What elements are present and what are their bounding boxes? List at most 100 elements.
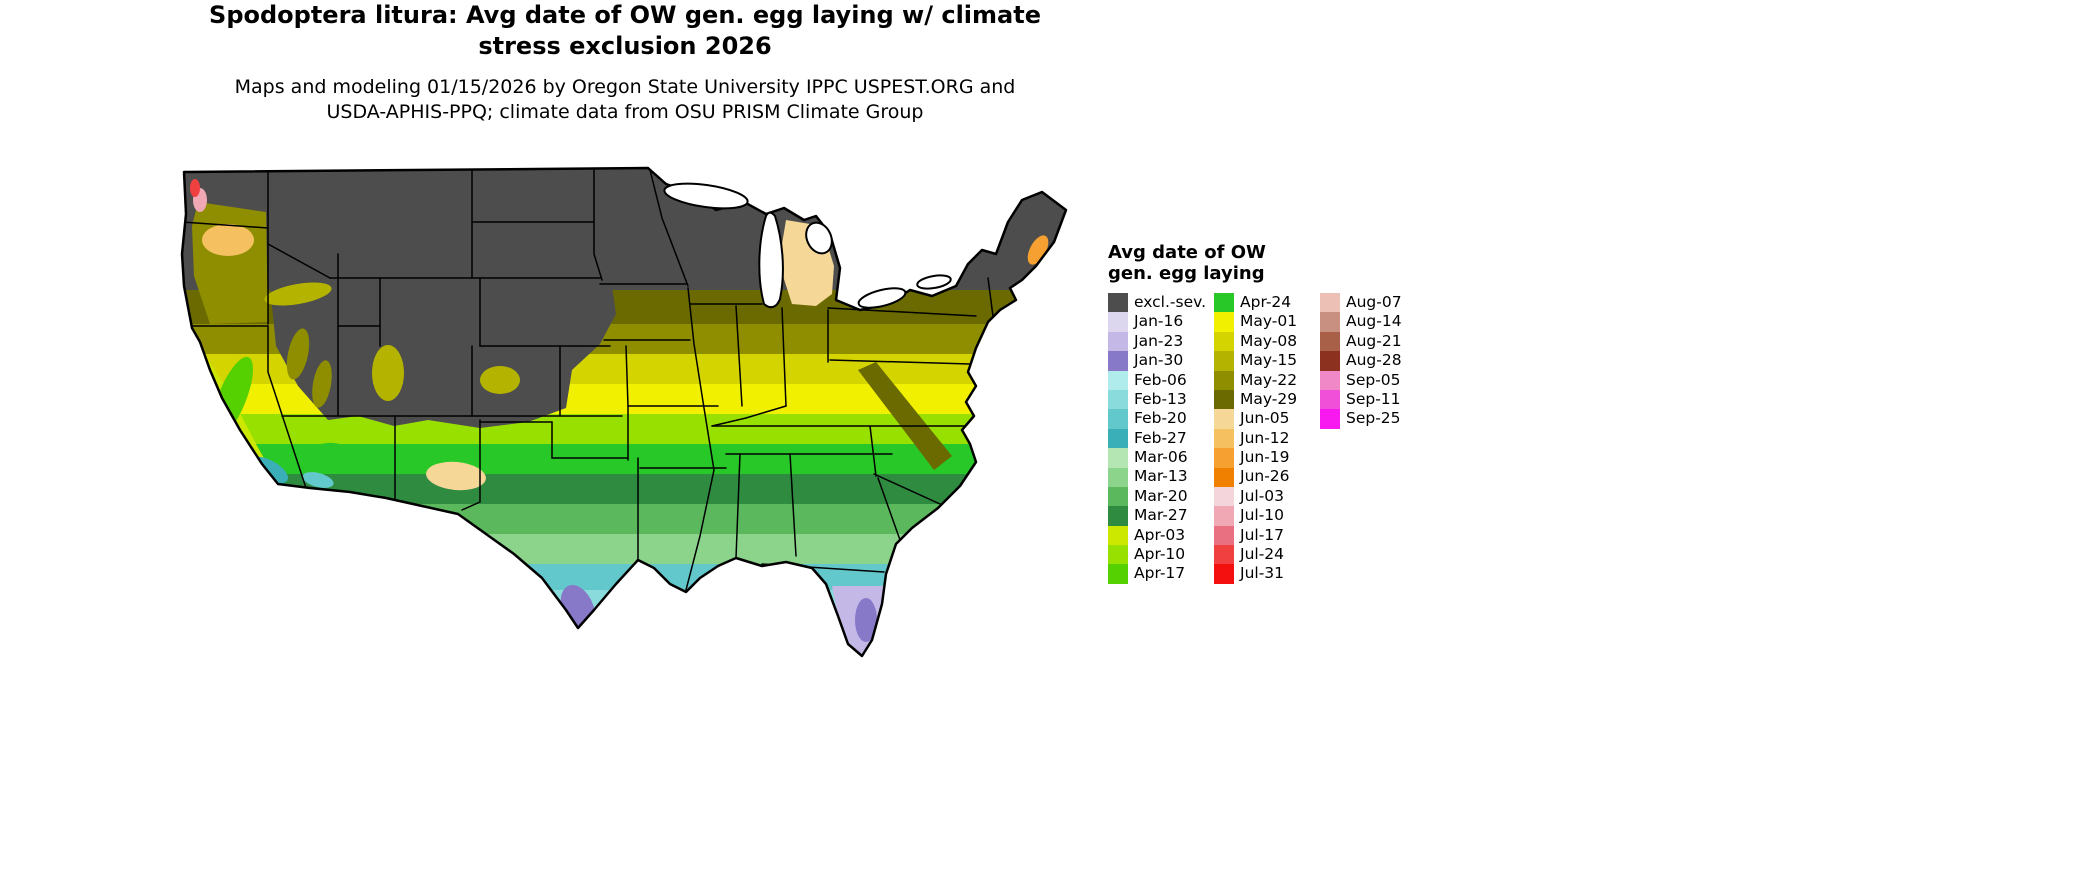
great-lakes bbox=[663, 182, 952, 309]
legend-item-label: Mar-27 bbox=[1134, 506, 1188, 525]
legend-item: Jun-19 bbox=[1214, 448, 1320, 468]
legend-item: May-08 bbox=[1214, 331, 1320, 352]
legend-item: Sep-11 bbox=[1320, 389, 1402, 410]
lake-huron bbox=[805, 221, 833, 255]
legend-color-swatch bbox=[1214, 564, 1234, 584]
legend-item: May-01 bbox=[1214, 312, 1320, 332]
legend-title-line-2: gen. egg laying bbox=[1108, 263, 1265, 284]
us-map bbox=[170, 158, 1080, 670]
legend-item: Jun-05 bbox=[1214, 409, 1320, 429]
legend-item: Feb-06 bbox=[1108, 370, 1214, 390]
legend-item-label: Jun-26 bbox=[1240, 467, 1290, 486]
legend-color-swatch bbox=[1214, 389, 1234, 410]
legend-color-swatch bbox=[1214, 409, 1234, 429]
legend-columns: excl.-sev. Jan-16 Jan-23 Jan-30 bbox=[1108, 293, 1402, 584]
legend-item: Mar-27 bbox=[1108, 506, 1214, 526]
legend-color-swatch bbox=[1320, 351, 1340, 371]
legend-item: Jun-12 bbox=[1214, 428, 1320, 449]
legend-item: Jan-30 bbox=[1108, 351, 1214, 371]
legend-item-label: May-08 bbox=[1240, 331, 1298, 350]
legend-title: Avg date of OW gen. egg laying bbox=[1108, 242, 1402, 284]
legend-item: excl.-sev. bbox=[1108, 292, 1214, 313]
legend-item-label: Feb-27 bbox=[1134, 428, 1187, 447]
legend-item: Mar-13 bbox=[1108, 467, 1214, 487]
legend-color-swatch bbox=[1108, 467, 1128, 487]
legend-item-label: Jun-05 bbox=[1240, 409, 1290, 428]
legend-item-label: Aug-28 bbox=[1346, 351, 1402, 370]
legend-item: Jul-10 bbox=[1214, 506, 1320, 526]
legend-item: Jul-03 bbox=[1214, 486, 1320, 507]
legend-color-swatch bbox=[1320, 293, 1340, 313]
legend-item: Jul-17 bbox=[1214, 525, 1320, 546]
legend-item-label: Jul-24 bbox=[1240, 545, 1285, 564]
figure-title-line-1: Spodoptera litura: Avg date of OW gen. e… bbox=[209, 1, 1041, 29]
legend-item: Jul-24 bbox=[1214, 545, 1320, 565]
legend-color-swatch bbox=[1214, 486, 1234, 507]
us-map-graphic bbox=[180, 166, 1068, 658]
legend-item-label: Jan-16 bbox=[1134, 312, 1184, 331]
legend-color-swatch bbox=[1214, 331, 1234, 352]
lake-superior bbox=[663, 182, 749, 210]
legend-color-swatch bbox=[1214, 525, 1234, 546]
lake-erie bbox=[857, 287, 907, 309]
legend-item-label: Sep-05 bbox=[1346, 370, 1401, 389]
legend-column-1: excl.-sev. Jan-16 Jan-23 Jan-30 bbox=[1108, 293, 1214, 584]
legend-color-swatch bbox=[1214, 293, 1234, 313]
legend-item: Sep-05 bbox=[1320, 370, 1402, 390]
legend-color-swatch bbox=[1108, 331, 1128, 352]
legend-item: May-29 bbox=[1214, 389, 1320, 410]
legend-item-label: Sep-11 bbox=[1346, 389, 1401, 408]
legend-item-label: excl.-sev. bbox=[1134, 292, 1207, 311]
state-boundaries bbox=[182, 168, 995, 591]
legend-item-label: Aug-14 bbox=[1346, 312, 1402, 331]
legend-color-swatch bbox=[1214, 506, 1234, 526]
legend-color-swatch bbox=[1214, 428, 1234, 449]
lake-ontario bbox=[916, 274, 952, 290]
legend-item-label: Mar-13 bbox=[1134, 467, 1188, 486]
legend-item-label: Apr-17 bbox=[1134, 564, 1186, 583]
legend-color-swatch bbox=[1108, 409, 1128, 429]
legend-color-swatch bbox=[1214, 370, 1234, 390]
legend-item-label: Aug-21 bbox=[1346, 331, 1402, 350]
legend-item-label: Jul-31 bbox=[1240, 564, 1285, 583]
legend-item-label: Feb-06 bbox=[1134, 370, 1187, 389]
legend-item-label: Feb-20 bbox=[1134, 409, 1187, 428]
legend-color-swatch bbox=[1320, 331, 1340, 352]
legend-color-swatch bbox=[1320, 389, 1340, 410]
legend-item: Apr-03 bbox=[1108, 525, 1214, 546]
legend-item-label: May-29 bbox=[1240, 389, 1298, 408]
legend-item: Jan-16 bbox=[1108, 312, 1214, 332]
legend-item-label: Sep-25 bbox=[1346, 409, 1401, 428]
legend-color-swatch bbox=[1108, 389, 1128, 410]
legend-color-swatch bbox=[1108, 564, 1128, 584]
legend-color-swatch bbox=[1108, 293, 1128, 313]
legend-item-label: Jul-10 bbox=[1240, 506, 1285, 525]
figure-title-line-2: stress exclusion 2026 bbox=[478, 32, 772, 60]
legend-item: Mar-20 bbox=[1108, 486, 1214, 507]
legend-column-2: Apr-24 May-01 May-08 May-15 bbox=[1214, 293, 1320, 584]
legend-item: Feb-20 bbox=[1108, 409, 1214, 429]
legend-item-label: Apr-03 bbox=[1134, 525, 1186, 544]
legend-color-swatch bbox=[1108, 525, 1128, 546]
legend-color-swatch bbox=[1108, 448, 1128, 468]
legend-item: Mar-06 bbox=[1108, 448, 1214, 468]
legend-color-swatch bbox=[1108, 351, 1128, 371]
legend-item-label: Jun-19 bbox=[1240, 448, 1290, 467]
lake-michigan bbox=[758, 211, 784, 309]
legend-item-label: Mar-20 bbox=[1134, 486, 1188, 505]
legend-color-swatch bbox=[1320, 312, 1340, 332]
legend-item: May-22 bbox=[1214, 370, 1320, 390]
legend-color-swatch bbox=[1320, 370, 1340, 390]
legend-item: Jun-26 bbox=[1214, 467, 1320, 487]
legend-item-label: Apr-24 bbox=[1240, 292, 1292, 311]
legend-item-label: Feb-13 bbox=[1134, 389, 1187, 408]
legend-column-3: Aug-07 Aug-14 Aug-21 Aug-28 bbox=[1320, 293, 1402, 429]
legend-color-swatch bbox=[1108, 545, 1128, 565]
map-fill-layers bbox=[182, 168, 1066, 656]
legend-color-swatch bbox=[1320, 409, 1340, 429]
legend-color-swatch bbox=[1214, 351, 1234, 371]
legend-item-label: Jan-23 bbox=[1134, 331, 1184, 350]
legend-item-label: Aug-07 bbox=[1346, 292, 1402, 311]
legend-item-label: Apr-10 bbox=[1134, 545, 1186, 564]
figure-subtitle-line-1: Maps and modeling 01/15/2026 by Oregon S… bbox=[234, 76, 1016, 98]
